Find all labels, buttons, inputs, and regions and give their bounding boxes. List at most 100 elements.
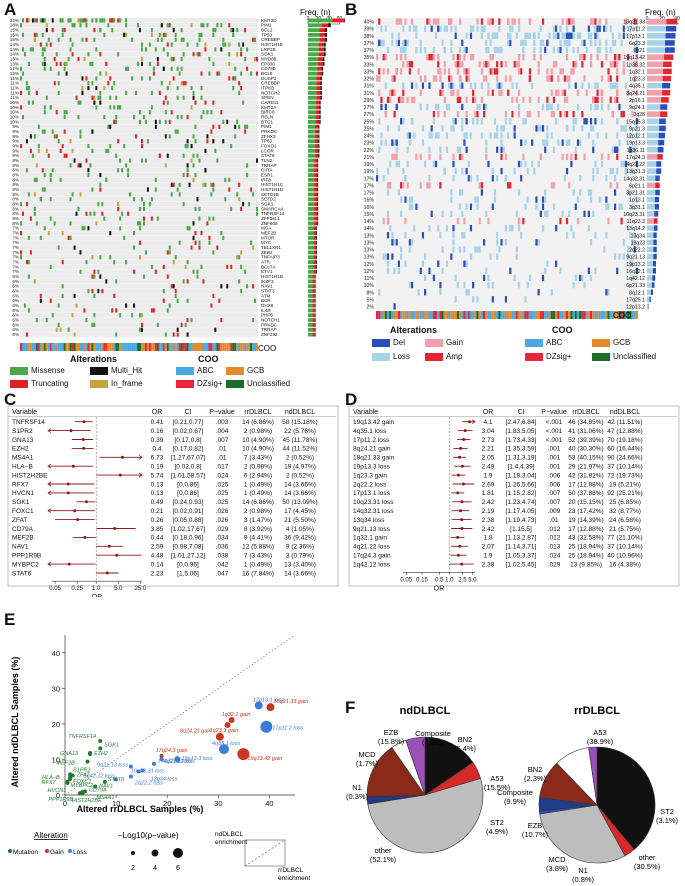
coo-cell [537, 311, 540, 319]
region-label: 9q24.1 [629, 105, 645, 111]
mutation-cell [20, 201, 22, 207]
coo-cell [430, 311, 433, 319]
cnv-cell [572, 281, 575, 289]
row-variable: PPP1R9B [12, 553, 41, 560]
coo-cell [533, 311, 536, 319]
coo-cell [192, 343, 195, 351]
mutation-cell [216, 158, 219, 163]
cnv-cell [496, 46, 499, 54]
mutation-cell [87, 85, 90, 91]
forest-tick-label: 0.25 [71, 586, 83, 592]
row-pvalue: .01 [549, 517, 558, 524]
cnv-cell [410, 118, 414, 125]
coo-cell [228, 343, 231, 351]
freq-bar-missense [308, 308, 313, 313]
coo-cell [77, 343, 80, 351]
coo-cell [400, 311, 403, 319]
mutation-cell [202, 110, 205, 115]
nd-label-n1: N1 [352, 783, 362, 792]
mutation-cell [91, 18, 94, 23]
cnv-cell [620, 203, 623, 210]
mutation-cell [103, 85, 106, 91]
row-rr: 12 (5.88%) [242, 544, 274, 551]
cnv-cell [596, 25, 599, 32]
cnv-cell [476, 196, 479, 203]
freq-bar-multi [318, 139, 320, 144]
mutation-cell [150, 105, 153, 110]
freq-bar-multi [319, 110, 321, 115]
coo-cell [222, 343, 225, 351]
mutation-cell [125, 32, 128, 38]
cnv-cell [456, 68, 459, 75]
cnv-cell [400, 182, 403, 189]
cnv-cell [406, 182, 409, 189]
cnv-cell [463, 54, 466, 61]
cnv-cell [465, 75, 468, 82]
mutation-cell [97, 201, 100, 207]
mutation-cell [137, 23, 139, 28]
freq-bar-main [647, 218, 654, 224]
cnv-cell [487, 61, 490, 68]
mutation-cell [69, 235, 72, 241]
coo-cell [47, 343, 50, 351]
mutation-cell [238, 197, 241, 202]
coo-cell [29, 343, 32, 351]
region-label: 1q32.1 [629, 69, 645, 75]
mutation-cell [35, 177, 38, 183]
row-or: 0.13 [151, 490, 164, 497]
mutation-cell [240, 288, 243, 294]
mutation-cell [170, 110, 173, 115]
mutation-cell [131, 313, 134, 318]
cnv-cell [485, 153, 488, 161]
cnv-cell [450, 46, 453, 54]
mutation-cell [59, 177, 62, 183]
freq-bar-main [647, 54, 665, 60]
cnv-cell [493, 118, 497, 125]
mutation-cell [43, 56, 46, 62]
region-pct: 19% [364, 162, 375, 168]
mutation-cell [99, 52, 102, 57]
cnv-cell [568, 75, 571, 82]
mutation-cell [166, 52, 169, 57]
gene-label: KMT2D [261, 18, 277, 23]
cnv-cell [441, 89, 444, 96]
mutation-cell [81, 226, 84, 231]
point-label: FOXC1 [73, 779, 91, 785]
coo-cell [63, 343, 66, 351]
cnv-cell [410, 82, 414, 89]
mutation-cell [105, 279, 108, 284]
mutation-cell [230, 264, 233, 270]
cnv-cell [533, 167, 536, 175]
mutation-cell [51, 313, 54, 318]
freq-bar-truncating [319, 33, 326, 37]
gene-pct: 6% [12, 289, 19, 294]
mutation-cell [79, 23, 82, 28]
forest-tick-label: 0.05 [49, 586, 61, 592]
cnv-cell [620, 160, 623, 168]
coo-cell [115, 343, 118, 351]
mutation-cell [174, 255, 177, 260]
mutation-cell [91, 81, 94, 86]
cnv-cell [548, 103, 551, 111]
cnv-cell [552, 32, 556, 39]
cnv-cell [382, 217, 385, 225]
cnv-cell [557, 89, 560, 96]
mutation-cell [154, 269, 157, 274]
region-label: 13q31.3 [626, 169, 645, 175]
freq-bar-truncating [314, 139, 319, 144]
region-pct: 37% [364, 48, 375, 54]
coo-cell [164, 343, 167, 351]
cnv-cell [404, 39, 407, 47]
mutation-cell [176, 95, 179, 100]
mutation-cell [85, 76, 88, 81]
row-nd: 2 (0.52%) [286, 455, 314, 462]
point-label: RFX7 [42, 780, 57, 786]
region-label: 17p11.2 [627, 27, 645, 33]
row-rr: 2 (0.98%) [244, 428, 272, 435]
row-variable: TNFRSF14 [12, 419, 45, 426]
mutation-cell [176, 85, 179, 91]
cnv-cell [380, 103, 383, 111]
gene-pct: 11% [10, 95, 19, 100]
mutation-cell [117, 105, 120, 110]
mutation-cell [67, 235, 70, 241]
